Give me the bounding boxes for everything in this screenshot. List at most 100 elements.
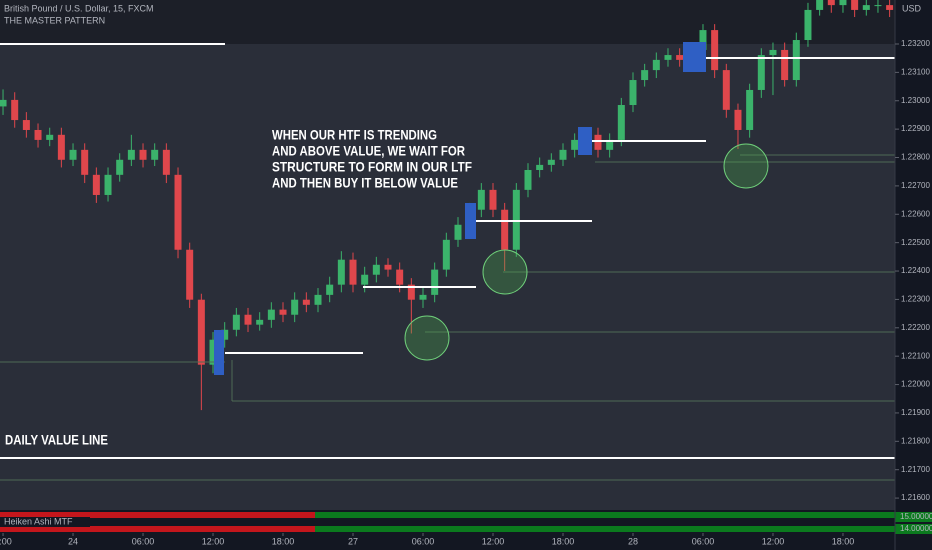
candle-body [256,319,264,325]
x-tick-label: 18:00 [552,536,575,546]
candle-body [116,159,124,175]
candle-body [139,149,147,160]
y-tick-label: 1.22300 [901,295,930,304]
y-tick-label: 1.23200 [901,39,930,48]
structure-box [214,330,224,375]
candle-body [127,149,135,160]
annotations [0,42,895,481]
x-tick-label: 28 [628,536,638,546]
candle-body [419,294,427,300]
candle-body [396,269,404,285]
y-tick-label: 1.22900 [901,124,930,133]
candle-body [104,174,112,195]
indicator-label-bg [0,517,90,527]
candle-body [676,55,684,60]
candle-body [547,159,555,165]
y-tick-label: 1.21800 [901,436,930,445]
indicator-strip [0,512,315,518]
x-tick-label: 12:00 [762,536,785,546]
y-tick-label: 1.22000 [901,380,930,389]
candle-body [209,339,217,365]
candle-body [617,105,625,140]
candle-body [594,134,602,150]
indicator-strip [315,512,895,518]
indicator-value-bg [895,512,932,522]
buy-zone [723,143,769,189]
y-tick-label: 1.22700 [901,181,930,190]
x-tick-label: 06:00 [132,536,155,546]
structure-box [683,42,706,72]
candle-body [221,329,229,340]
candle-body [11,99,19,121]
candle-body [839,0,847,6]
candle-body [162,149,170,175]
candle-body [81,149,89,175]
candle-body [874,5,882,7]
candle-body [641,70,649,81]
buy-zone [404,315,450,361]
candle-body [769,49,777,56]
candle-body [559,149,567,160]
candle-body [804,9,812,41]
x-tick-label: 12:00 [482,536,505,546]
chart-title: British Pound / U.S. Dollar, 15, FXCM [4,3,154,13]
candle-body [279,309,287,315]
annotation-line: WHEN OUR HTF IS TRENDING [272,127,437,143]
currency: USD [902,3,922,13]
indicator-strip [0,526,315,532]
structure-box [465,203,476,239]
candle-body [734,109,742,130]
annotation-line: STRUCTURE TO FORM IN OUR LTF [272,159,472,175]
y-tick-label: 1.23000 [901,96,930,105]
candle-body [816,0,824,10]
x-tick-label: 27 [348,536,358,546]
candle-body [489,189,497,210]
candle-body [536,164,544,170]
y-tick-label: 1.22600 [901,209,930,218]
candle-body [57,134,65,160]
candle-body [886,5,894,10]
y-tick-label: 1.22500 [901,238,930,247]
candle-body [629,80,637,106]
candle-body [92,174,100,195]
candle-body [792,40,800,81]
x-tick-label: 12:00 [202,536,225,546]
x-tick-label: 24 [68,536,78,546]
candle-body [349,259,357,285]
y-tick-label: 1.21700 [901,465,930,474]
plot-background [0,44,895,510]
plot [0,0,894,411]
x-tick-label: 18:00 [832,536,855,546]
candle-body [69,149,77,160]
y-tick-label: 1.22200 [901,323,930,332]
y-tick-label: 1.21600 [901,493,930,502]
y-tick-label: 1.21900 [901,408,930,417]
indicator-name: Heiken Ashi MTF [4,516,73,526]
header-band [0,0,895,44]
annotation-line: AND THEN BUY IT BELOW VALUE [272,175,458,191]
annotation-line: AND ABOVE VALUE, WE WAIT FOR [272,143,465,159]
candle-body [431,269,439,295]
candle-body [454,224,462,240]
buy-zone [482,249,528,295]
candle-body [407,284,415,300]
candle-body [512,189,520,250]
candle-body [291,299,299,315]
candle-body [186,249,194,300]
candle-body [571,139,579,150]
candle-body [232,314,240,330]
structure-box [578,127,592,155]
x-tick-label: 3:00 [0,536,12,546]
candle-body [0,99,7,107]
candle-body [652,59,660,71]
subtitle: THE MASTER PATTERN [4,15,105,25]
y-tick-label: 1.22400 [901,266,930,275]
candle-body [197,299,205,365]
candle-body [302,299,310,305]
candle-body [711,30,719,71]
candle-body [781,49,789,81]
candle-body [524,170,532,190]
level-label: DAILY VALUE LINE [5,432,108,448]
